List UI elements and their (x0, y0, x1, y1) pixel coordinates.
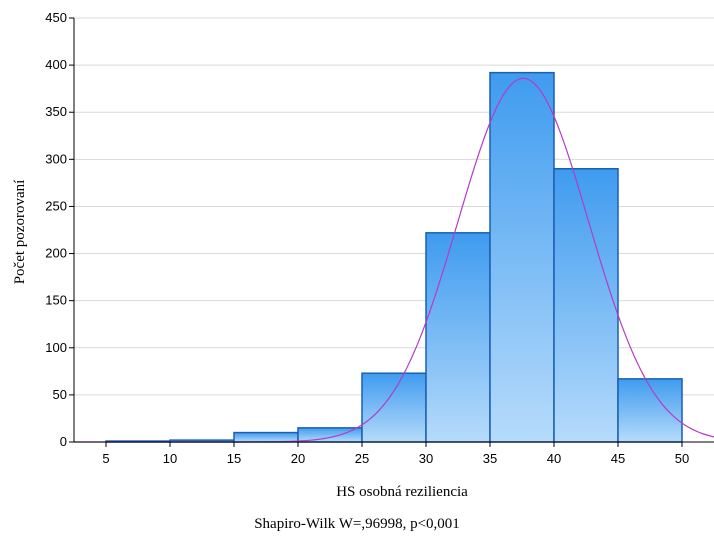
y-tick-label: 450 (45, 10, 67, 25)
histogram-bar (489, 71, 555, 443)
y-tick-label: 250 (45, 198, 67, 213)
y-tick-label: 100 (45, 340, 67, 355)
x-tick-label: 15 (227, 451, 241, 466)
histogram-bar (361, 372, 427, 443)
y-tick-label: 0 (60, 434, 67, 449)
histogram-bar (553, 168, 619, 443)
x-tick-label: 45 (611, 451, 625, 466)
x-axis-title: HS osobná reziliencia (336, 484, 468, 500)
y-axis-title: Počet pozorovaní (12, 180, 28, 285)
x-tick-label: 30 (419, 451, 433, 466)
y-tick-label: 350 (45, 104, 67, 119)
x-tick-label: 35 (483, 451, 497, 466)
y-tick-label: 300 (45, 151, 67, 166)
axes (69, 17, 714, 447)
y-tick-label: 50 (53, 387, 67, 402)
gridlines (74, 17, 714, 396)
histogram-bar (425, 232, 491, 443)
x-tick-label: 25 (355, 451, 369, 466)
y-tick-label: 150 (45, 293, 67, 308)
histogram-bar (233, 431, 299, 443)
tick-labels: 0 50 100 150 200 250 300 350 400 450 5 10 15 20 25 30 35… (45, 10, 689, 466)
histogram-bar (617, 378, 683, 443)
x-tick-label: 20 (291, 451, 305, 466)
y-tick-label: 200 (45, 246, 67, 261)
x-tick-label: 5 (102, 451, 109, 466)
histogram-bars (105, 71, 683, 443)
x-tick-label: 40 (547, 451, 561, 466)
x-tick-label: 10 (163, 451, 177, 466)
normality-test-annotation: Shapiro-Wilk W=,96998, p<0,001 (254, 516, 460, 532)
y-tick-label: 400 (45, 57, 67, 72)
x-tick-label: 50 (675, 451, 689, 466)
